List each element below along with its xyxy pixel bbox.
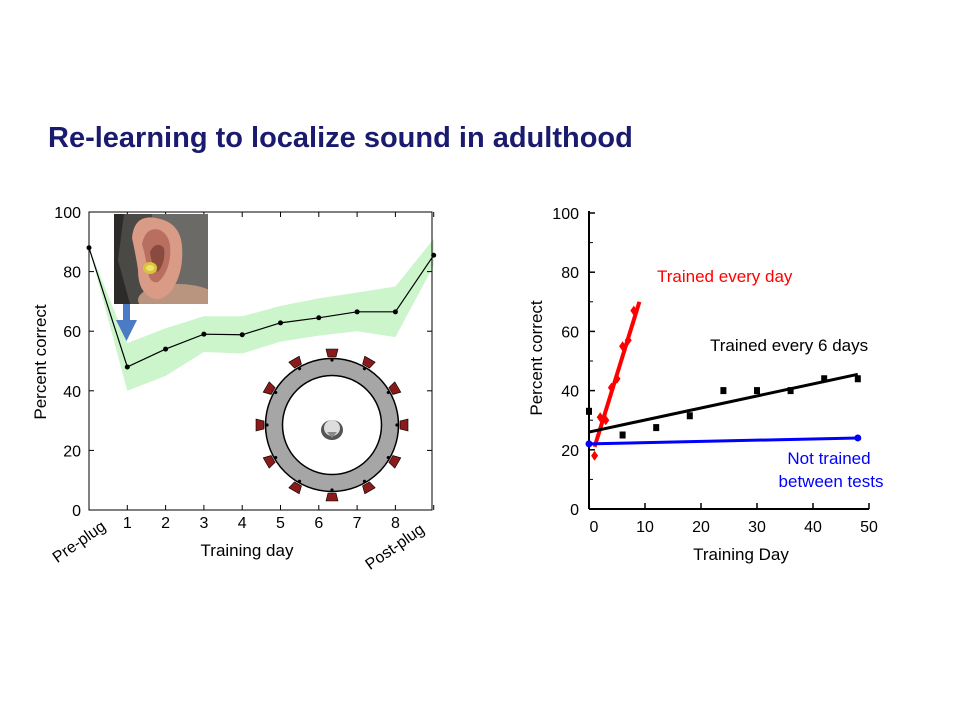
x-tick-label: 8 — [391, 515, 400, 532]
x-tick-label: 3 — [199, 515, 208, 532]
speaker-icon — [255, 418, 269, 432]
left-axes-frame — [88, 211, 433, 511]
y-tick-label: 0 — [570, 502, 579, 519]
data-point — [278, 320, 283, 326]
fit-line-not-trained — [588, 436, 858, 446]
left-x-axis-label: Training day — [201, 541, 294, 560]
speaker-icon — [288, 355, 302, 371]
data-point — [821, 375, 828, 383]
data-point — [602, 415, 610, 426]
y-tick-label: 80 — [561, 265, 579, 282]
data-point — [86, 245, 92, 251]
right-y-axis-label: Percent correct — [527, 300, 546, 416]
data-point — [630, 305, 638, 316]
x-tick-label: 30 — [748, 519, 766, 536]
right-x-ticks: 0 10 20 30 40 50 — [588, 503, 878, 536]
data-point — [619, 431, 626, 439]
data-point — [392, 309, 398, 315]
y-tick-label: 40 — [561, 384, 579, 401]
data-point — [163, 346, 169, 352]
confidence-band-area — [89, 238, 434, 391]
x-tick-label: 10 — [636, 519, 654, 536]
percent-correct-polyline — [88, 247, 435, 368]
left-y-ticks: 0 20 40 60 80 100 — [54, 205, 432, 520]
data-point — [239, 332, 245, 338]
speaker-icon — [262, 455, 278, 469]
y-tick-label: 60 — [63, 324, 81, 341]
ear-photo-inset — [114, 214, 208, 304]
data-point — [619, 341, 627, 352]
data-point — [854, 375, 861, 383]
y-tick-label: 20 — [561, 443, 579, 460]
speaker-icon — [325, 488, 339, 502]
speaker-icon — [386, 455, 402, 469]
data-point — [316, 315, 322, 321]
x-tick-label: 7 — [353, 515, 362, 532]
data-point — [754, 387, 760, 395]
x-tick-label: 50 — [860, 519, 878, 536]
x-tick-label: 40 — [804, 519, 822, 536]
slide-title: Re-learning to localize sound in adultho… — [48, 122, 633, 154]
data-point — [354, 309, 360, 315]
listener-head-icon — [321, 420, 343, 440]
x-tick-label: 5 — [276, 515, 285, 532]
data-point — [613, 373, 621, 384]
speaker-icon — [362, 355, 376, 371]
y-tick-label: 20 — [63, 443, 81, 460]
down-arrow-icon — [116, 304, 137, 341]
y-tick-label: 0 — [72, 503, 81, 520]
x-tick-label: 20 — [692, 519, 710, 536]
x-tick-label: 4 — [238, 515, 247, 532]
speaker-icon — [325, 348, 339, 362]
series-label-trained-every-6-days: Trained every 6 days — [710, 336, 868, 355]
data-point — [787, 387, 794, 395]
right-y-ticks: 0 20 40 60 80 100 — [552, 206, 595, 519]
speaker-ring-diagram — [255, 348, 409, 502]
data-point — [586, 407, 592, 415]
left-y-axis-label: Percent correct — [31, 304, 50, 420]
data-point — [720, 387, 727, 395]
data-point — [124, 364, 130, 370]
confidence-band — [89, 238, 434, 391]
data-point — [201, 331, 207, 337]
x-tick-label: 1 — [123, 515, 132, 532]
series-label-not-trained-line2: between tests — [779, 472, 884, 491]
x-tick-label: 2 — [161, 515, 170, 532]
y-tick-label: 100 — [54, 205, 81, 222]
x-tick-label: 0 — [590, 519, 599, 536]
speaker-icon — [395, 418, 409, 432]
right-x-axis-label: Training Day — [693, 545, 789, 564]
speaker-icon — [386, 381, 402, 395]
data-point — [686, 412, 693, 420]
data-point — [624, 335, 632, 346]
x-tick-label: 6 — [314, 515, 323, 532]
series-label-trained-every-day: Trained every day — [657, 267, 793, 286]
speaker-ring — [265, 358, 399, 492]
series-label-not-trained-line1: Not trained — [787, 449, 870, 468]
fit-line-trained-every-6-days — [588, 372, 859, 434]
data-point — [596, 412, 604, 423]
data-point — [591, 450, 599, 461]
speaker-icon — [362, 479, 376, 495]
y-tick-label: 100 — [552, 206, 579, 223]
data-point — [854, 434, 862, 442]
data-point — [653, 424, 660, 432]
y-tick-label: 60 — [561, 324, 579, 341]
percent-correct-line — [88, 247, 435, 368]
data-point — [431, 252, 437, 258]
speaker-icon — [288, 479, 302, 495]
y-tick-label: 40 — [63, 384, 81, 401]
y-tick-label: 80 — [63, 265, 81, 282]
speaker-icon — [262, 381, 278, 395]
data-point — [607, 382, 615, 393]
data-point — [585, 440, 593, 448]
